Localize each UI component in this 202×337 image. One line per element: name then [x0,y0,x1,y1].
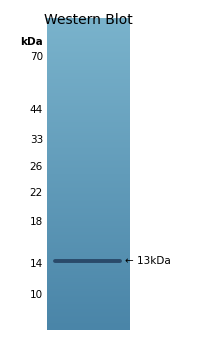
Text: 33: 33 [30,135,43,145]
Text: 44: 44 [30,105,43,115]
Text: 10: 10 [30,290,43,300]
Text: 70: 70 [30,52,43,62]
Text: 26: 26 [30,162,43,172]
Text: 14: 14 [30,259,43,269]
Text: 18: 18 [30,217,43,227]
Text: Western Blot: Western Blot [44,13,132,27]
Text: kDa: kDa [20,37,43,47]
Text: 22: 22 [30,188,43,198]
Text: ← 13kDa: ← 13kDa [124,256,170,266]
